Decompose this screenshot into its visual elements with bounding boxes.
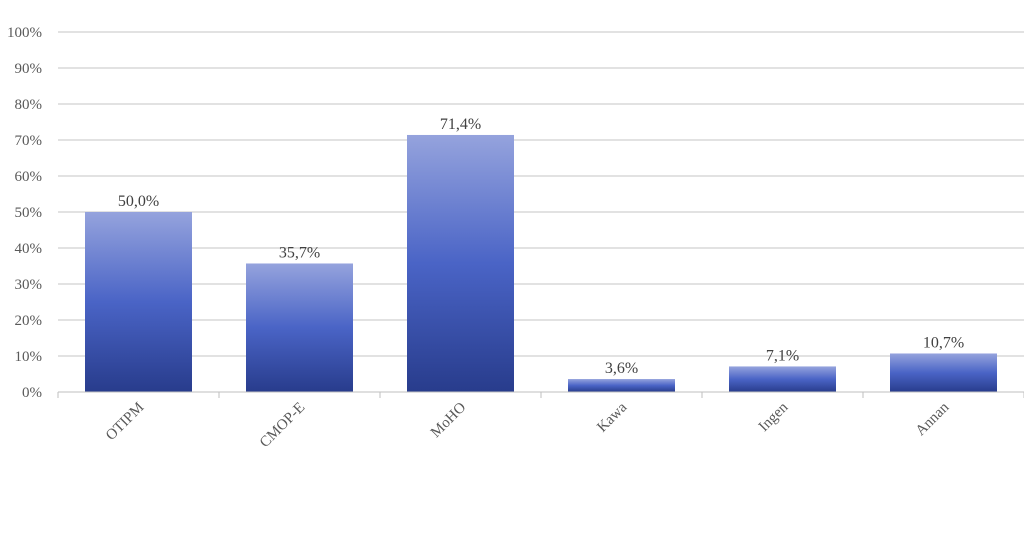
category-label: OTIPM (103, 400, 147, 444)
bar-kawa (568, 379, 675, 392)
category-labels: OTIPM CMOP-E MoHO Kawa Ingen Annan (103, 399, 953, 451)
gridlines (58, 31, 1024, 357)
y-tick-label: 100% (7, 25, 42, 41)
data-label: 35,7% (279, 244, 320, 261)
bar-annan (890, 353, 997, 392)
category-label: Annan (913, 399, 953, 439)
data-label: 10,7% (923, 334, 964, 351)
data-label: 71,4% (440, 116, 481, 133)
category-label: MoHO (428, 399, 469, 440)
data-labels: 50,0% 35,7% 71,4% 3,6% 7,1% 10,7% (118, 116, 964, 377)
category-label: CMOP-E (257, 400, 308, 451)
y-tick-label: 20% (15, 313, 43, 329)
bar-otipm (85, 212, 192, 392)
y-tick-label: 60% (15, 169, 43, 185)
bar-moho (407, 134, 514, 392)
data-label: 7,1% (766, 347, 799, 364)
bar-ingen (729, 366, 836, 392)
y-tick-label: 10% (15, 349, 43, 365)
y-tick-label: 30% (15, 277, 43, 293)
data-label: 50,0% (118, 193, 159, 210)
category-label: Ingen (756, 399, 792, 435)
y-tick-label: 50% (15, 205, 43, 221)
x-axis (57, 391, 1024, 398)
y-tick-label: 90% (15, 61, 43, 77)
y-axis-tick-labels: 0% 10% 20% 30% 40% 50% 60% 70% 80% 90% 100% (7, 25, 42, 401)
y-tick-label: 40% (15, 241, 43, 257)
category-label: Kawa (594, 399, 630, 435)
data-label: 3,6% (605, 360, 638, 377)
bars (85, 134, 997, 392)
y-tick-label: 0% (22, 385, 42, 401)
y-tick-label: 70% (15, 133, 43, 149)
y-tick-label: 80% (15, 97, 43, 113)
bar-cmop-e (246, 263, 353, 392)
